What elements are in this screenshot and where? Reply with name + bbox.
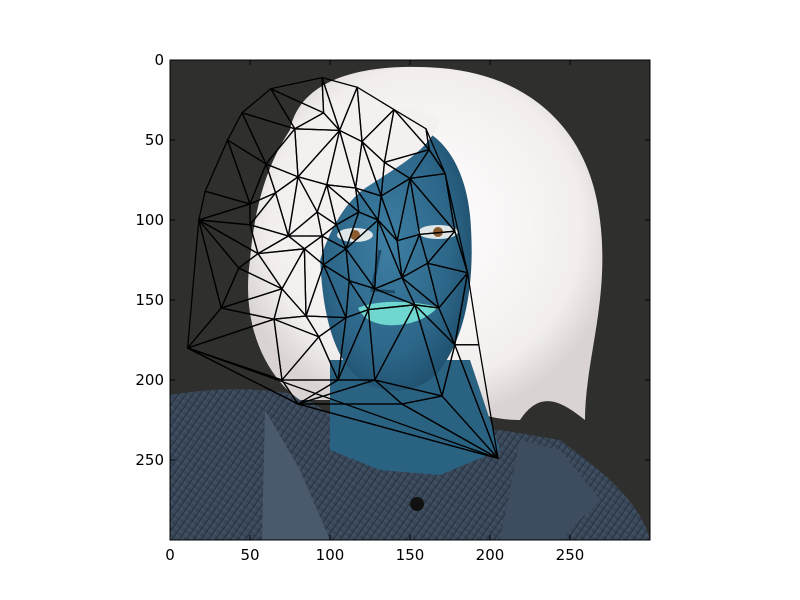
y-tick-label: 250 (135, 451, 164, 469)
x-tick-label: 200 (476, 546, 505, 564)
mesh-triangle (337, 308, 376, 381)
y-axis: 0 50 100 150 200 250 (135, 51, 650, 469)
x-tick-label: 100 (316, 546, 345, 564)
mesh-triangle (257, 248, 306, 290)
hair-fringe (298, 107, 440, 261)
x-axis: 0 50 100 150 200 250 (165, 60, 584, 564)
shirt-button (410, 497, 424, 511)
mesh-triangle (401, 233, 429, 279)
y-tick-label: 150 (135, 291, 164, 309)
collar-right (500, 440, 600, 540)
mesh-triangle (321, 235, 347, 266)
photo (170, 60, 650, 540)
y-tick-label: 200 (135, 371, 164, 389)
y-tick-label: 100 (135, 211, 164, 229)
collar-left (262, 410, 330, 540)
left-iris (350, 230, 360, 240)
mesh-triangle (374, 379, 443, 405)
neck (330, 360, 500, 475)
y-tick-label: 0 (154, 51, 164, 69)
x-tick-label: 250 (556, 546, 585, 564)
nose (370, 249, 396, 294)
triangulation-mesh (186, 76, 499, 460)
y-tick-label: 50 (145, 131, 164, 149)
mesh-triangle (318, 316, 347, 381)
x-tick-label: 50 (240, 546, 259, 564)
right-iris (433, 227, 443, 237)
x-tick-label: 150 (396, 546, 425, 564)
x-tick-label: 0 (165, 546, 175, 564)
